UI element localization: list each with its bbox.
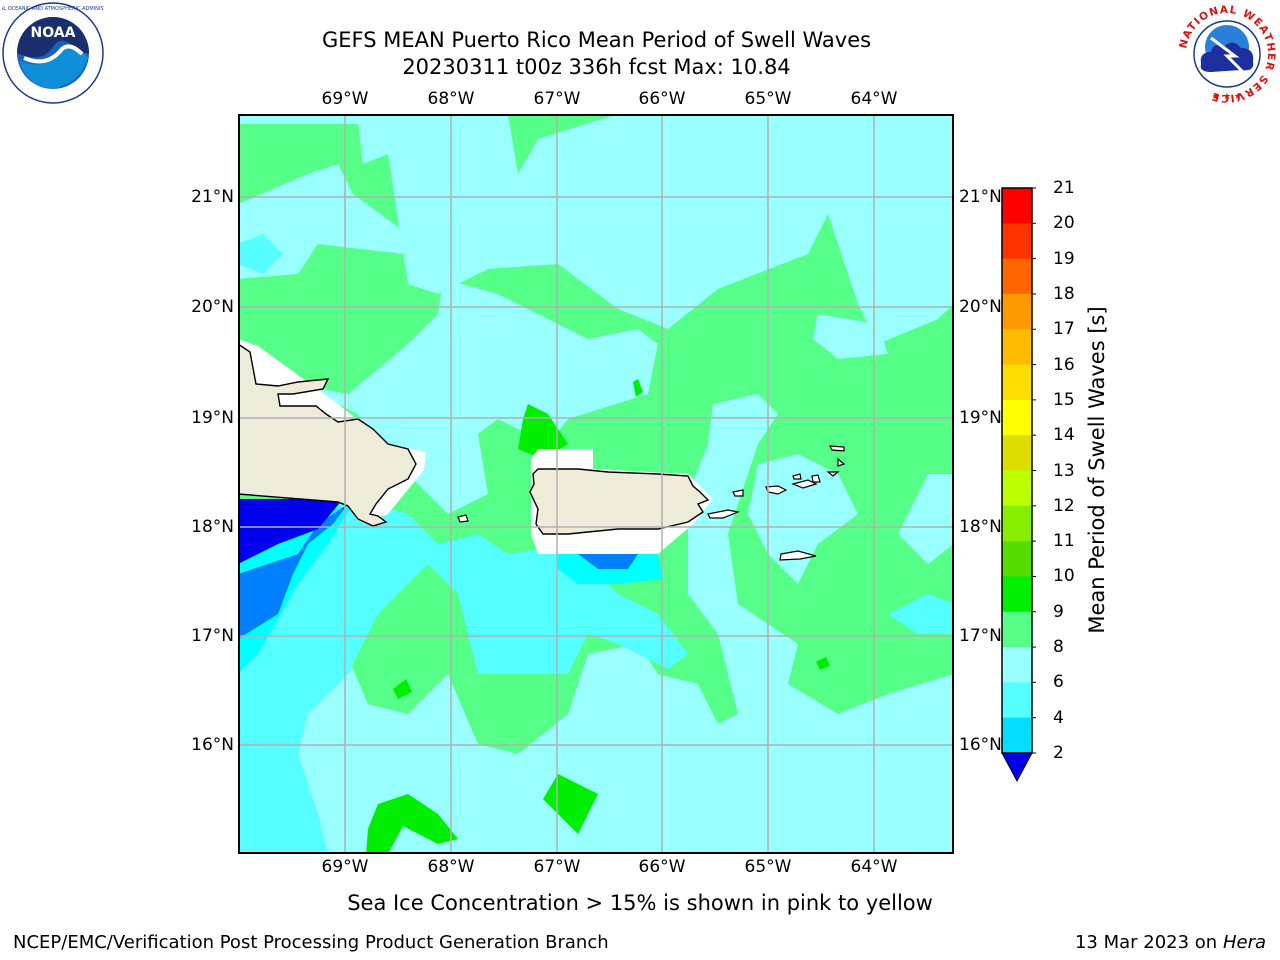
- colorbar: [1000, 186, 1037, 786]
- graticule: [238, 114, 954, 854]
- branch-credit: NCEP/EMC/Verification Post Processing Pr…: [13, 932, 609, 953]
- colorbar-tick-label: 19: [1053, 248, 1075, 269]
- run-date: 13 Mar 2023 on Hera: [1075, 932, 1266, 953]
- lat-label-right: 17°N: [959, 626, 1002, 646]
- run-date-text: 13 Mar 2023 on: [1074, 932, 1218, 953]
- colorbar-tick-label: 4: [1053, 707, 1064, 728]
- lat-label-left: 21°N: [191, 187, 234, 207]
- colorbar-bin: [1002, 293, 1032, 330]
- lat-label-left: 20°N: [191, 297, 234, 317]
- colorbar-tick-label: 20: [1053, 213, 1075, 234]
- colorbar-bin: [1002, 364, 1032, 401]
- lon-label-top: 65°W: [744, 89, 792, 109]
- lat-label-right: 19°N: [959, 408, 1002, 428]
- swell-2-4-zone: [238, 504, 638, 639]
- lon-label-top: 64°W: [850, 89, 898, 109]
- lon-label-bottom: 65°W: [744, 857, 792, 877]
- lon-label-bottom: 69°W: [321, 857, 369, 877]
- colorbar-bin: [1002, 505, 1032, 542]
- svg-text:NATIONAL OCEANIC AND ATMOSPHER: NATIONAL OCEANIC AND ATMOSPHERIC ADMINIS…: [2, 6, 104, 12]
- sea-ice-note: Sea Ice Concentration > 15% is shown in …: [347, 891, 933, 915]
- svg-text:★ ★ ★: ★ ★ ★: [1212, 92, 1242, 102]
- swell-6-8-zone: [238, 234, 954, 854]
- colorbar-bin: [1002, 470, 1032, 507]
- lat-label-right: 20°N: [959, 297, 1002, 317]
- colorbar-bin: [1002, 541, 1032, 577]
- colorbar-bin: [1002, 258, 1032, 295]
- colorbar-bin: [1002, 647, 1032, 683]
- map-canvas: [237, 114, 954, 854]
- colorbar-bin: [1002, 435, 1032, 471]
- swell-below-2-zone: [238, 499, 343, 564]
- lon-label-bottom: 68°W: [427, 857, 475, 877]
- map-frame: [238, 114, 954, 854]
- colorbar-tick-label: 21: [1053, 178, 1075, 198]
- lat-label-right: 21°N: [959, 187, 1002, 207]
- colorbar-bin: [1002, 717, 1032, 754]
- puerto-rico-land: [529, 468, 710, 535]
- lon-label-bottom: 66°W: [638, 857, 686, 877]
- lat-label-left: 18°N: [191, 517, 234, 537]
- colorbar-bin: [1002, 682, 1032, 719]
- noaa-logo-text: NOAA: [31, 25, 76, 41]
- colorbar-bin: [1002, 576, 1032, 613]
- lat-label-left: 17°N: [191, 626, 234, 646]
- machine-name: Hera: [1222, 932, 1266, 953]
- colorbar-tick-label: 13: [1053, 460, 1075, 481]
- lon-label-bottom: 64°W: [850, 857, 898, 877]
- lat-label-left: 16°N: [191, 735, 234, 755]
- colorbar-bin: [1002, 611, 1032, 648]
- lat-label-left: 19°N: [191, 408, 234, 428]
- colorbar-bin: [1002, 399, 1032, 436]
- colorbar-tick-label: 14: [1053, 425, 1075, 446]
- lon-label-top: 66°W: [638, 89, 686, 109]
- colorbar-label: Mean Period of Swell Waves [s]: [1085, 306, 1109, 634]
- lon-label-top: 67°W: [533, 89, 581, 109]
- colorbar-extend-triangle: [1001, 752, 1033, 783]
- colorbar-tick-label: 11: [1053, 531, 1075, 552]
- swell-8-9-zone: [238, 114, 954, 854]
- chart-subtitle: 20230311 t00z 336h fcst Max: 10.84: [402, 55, 791, 79]
- lat-label-right: 18°N: [959, 517, 1002, 537]
- colorbar-bin: [1002, 329, 1032, 366]
- colorbar-tick-label: 16: [1053, 354, 1075, 375]
- lon-label-top: 68°W: [427, 89, 475, 109]
- colorbar-bin: [1002, 223, 1032, 260]
- colorbar-tick-label: 8: [1053, 637, 1064, 658]
- map-panel: [237, 114, 954, 854]
- nws-logo: NATIONAL WEATHER SERVICE ★ ★ ★: [1175, 2, 1279, 106]
- small-islands: [457, 445, 846, 561]
- colorbar-tick-label: 10: [1053, 566, 1075, 587]
- colorbar-bin: [1002, 188, 1032, 224]
- colorbar-tick-label: 6: [1053, 672, 1064, 693]
- lon-label-bottom: 67°W: [533, 857, 581, 877]
- colorbar-tick-label: 9: [1053, 601, 1064, 622]
- noaa-logo: NOAA NATIONAL OCEANIC AND ATMOSPHERIC AD…: [0, 2, 125, 104]
- chart-title: GEFS MEAN Puerto Rico Mean Period of Swe…: [321, 28, 872, 52]
- colorbar-tick-label: 15: [1053, 389, 1075, 410]
- colorbar-tick-label: 2: [1053, 743, 1064, 763]
- lat-label-right: 16°N: [959, 735, 1002, 755]
- hispaniola-land: [237, 342, 417, 527]
- colorbar-tick-label: 12: [1053, 495, 1075, 516]
- colorbar-tick-label: 18: [1053, 283, 1075, 304]
- colorbar-tick-label: 17: [1053, 319, 1075, 340]
- lon-label-top: 69°W: [321, 89, 369, 109]
